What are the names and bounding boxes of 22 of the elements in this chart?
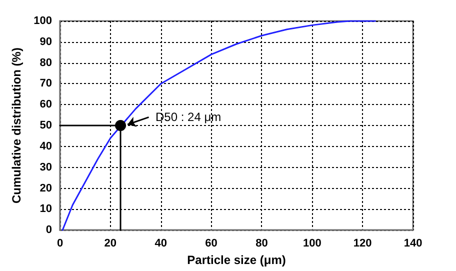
y-tick-label: 30 <box>40 161 52 174</box>
x-axis-title: Particle size (μm) <box>187 253 286 267</box>
y-tick-label: 60 <box>40 98 52 111</box>
annotation: D50 : 24 μm <box>156 110 222 124</box>
x-tick-label: 140 <box>404 238 422 250</box>
x-tick-label: 80 <box>256 238 268 250</box>
x-tick-label: 120 <box>353 238 372 250</box>
y-tick-label: 40 <box>40 140 52 152</box>
x-tick-label: 60 <box>205 238 218 250</box>
y-tick-label: 10 <box>40 203 52 216</box>
y-tick-label: 0 <box>46 224 52 236</box>
y-tick-label: 100 <box>34 15 52 27</box>
x-tick-label: 100 <box>302 238 322 250</box>
x-tick-label: 20 <box>104 238 117 250</box>
x-tick-label: 40 <box>154 238 167 250</box>
y-tick-label: 50 <box>40 120 52 132</box>
y-axis-title: Cumulative distribution (%) <box>10 48 24 204</box>
y-tick-label: 80 <box>40 56 52 69</box>
y-tick-label: 70 <box>40 78 52 90</box>
y-tick-label: 20 <box>40 182 52 194</box>
x-tick-label: 0 <box>56 238 64 250</box>
y-tick-label: 90 <box>40 36 52 48</box>
